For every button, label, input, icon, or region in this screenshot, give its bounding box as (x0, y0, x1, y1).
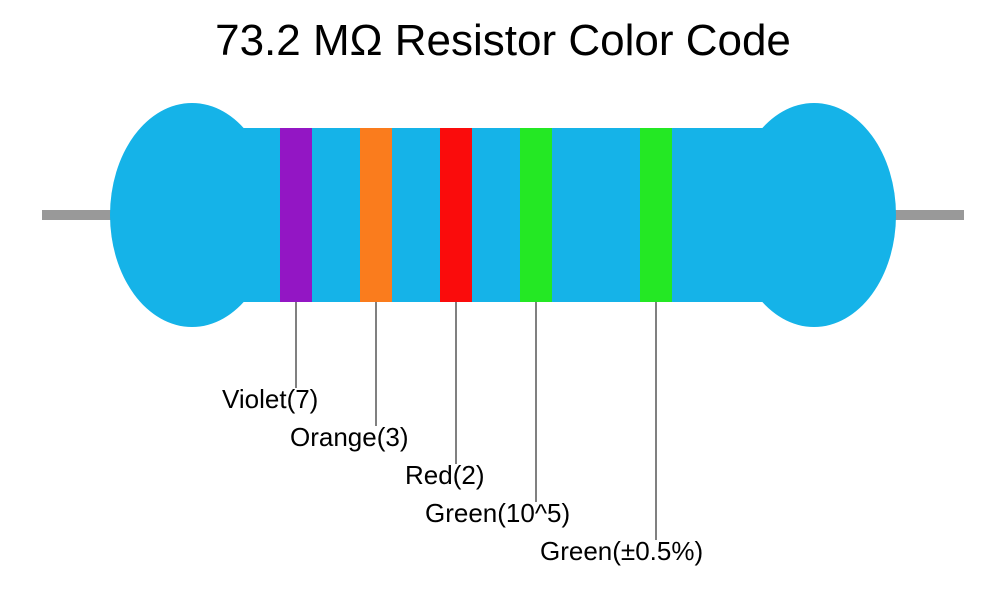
label-violet: Violet(7) (222, 384, 318, 414)
label-red: Red(2) (405, 460, 484, 490)
label-orange: Orange(3) (290, 422, 409, 452)
band-green1 (520, 128, 552, 302)
label-green1: Green(10^5) (425, 498, 570, 528)
band-orange (360, 128, 392, 302)
band-green2 (640, 128, 672, 302)
band-violet (280, 128, 312, 302)
label-green2: Green(±0.5%) (540, 536, 703, 566)
band-red (440, 128, 472, 302)
resistor-diagram: Violet(7) Orange(3) Red(2) Green(10^5) Green… (0, 0, 1006, 612)
